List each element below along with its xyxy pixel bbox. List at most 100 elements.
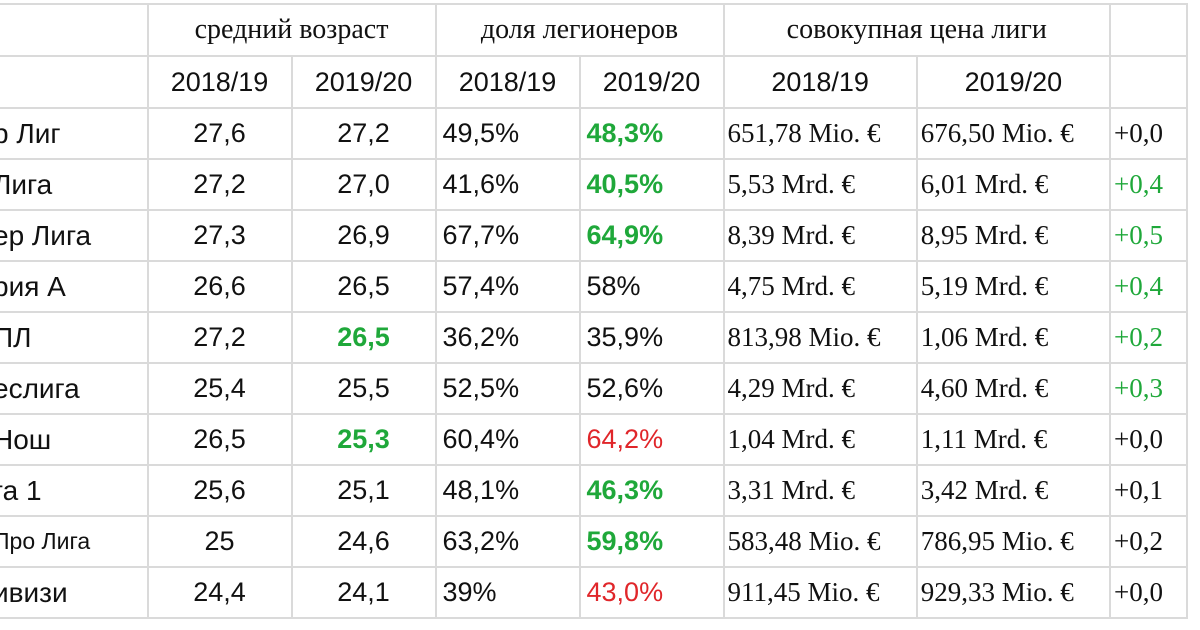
table-row: Про Лига 25 24,6 63,2% 59,8% 583,48 Mio.…	[0, 515, 1188, 568]
header-blank-cell[interactable]	[0, 3, 149, 57]
age-2018-cell[interactable]: 27,2	[146, 158, 293, 211]
value-2018-cell[interactable]: 5,53 Mrd. €	[722, 158, 918, 211]
age-2018-cell[interactable]: 26,6	[146, 260, 293, 313]
age-2018-cell[interactable]: 25,4	[146, 362, 293, 415]
legion-2019-cell[interactable]: 64,2%	[578, 413, 725, 466]
value-change-cell[interactable]: +0,0	[1109, 566, 1188, 619]
age-2018-cell[interactable]: 27,3	[146, 209, 293, 262]
value-2019-cell[interactable]: 6,01 Mrd. €	[915, 158, 1112, 211]
value-2018-cell[interactable]: 1,04 Mrd. €	[722, 413, 918, 466]
legion-2018-cell[interactable]: 63,2%	[434, 515, 581, 568]
age-2018-cell[interactable]: 26,5	[146, 413, 293, 466]
value-2018-cell[interactable]: 3,31 Mrd. €	[722, 464, 918, 517]
age-2018-cell[interactable]: 27,2	[146, 311, 293, 364]
league-name-cell[interactable]: рия А	[0, 260, 149, 313]
value-2018-cell[interactable]: 651,78 Mio. €	[722, 107, 918, 160]
legion-2018-cell[interactable]: 52,5%	[434, 362, 581, 415]
header-legionnaires-share[interactable]: доля легионеров	[434, 3, 725, 57]
legion-2018-cell[interactable]: 67,7%	[434, 209, 581, 262]
legion-2018-cell[interactable]: 41,6%	[434, 158, 581, 211]
value-2018-cell[interactable]: 4,29 Mrd. €	[722, 362, 918, 415]
value-2019-cell[interactable]: 929,33 Mio. €	[915, 566, 1112, 619]
age-2019-cell[interactable]: 25,3	[290, 413, 437, 466]
table-row: р Лиг 27,6 27,2 49,5% 48,3% 651,78 Mio. …	[0, 107, 1188, 160]
age-2018-cell[interactable]: 25,6	[146, 464, 293, 517]
header-average-age[interactable]: средний возраст	[146, 3, 437, 57]
value-2019-cell[interactable]: 786,95 Mio. €	[915, 515, 1112, 568]
legion-2019-cell[interactable]: 35,9%	[578, 311, 725, 364]
league-name-cell[interactable]: Лига	[0, 158, 149, 211]
legion-2019-cell[interactable]: 46,3%	[578, 464, 725, 517]
legion-2019-cell[interactable]: 48,3%	[578, 107, 725, 160]
header-league-value[interactable]: совокупная цена лиги	[722, 3, 1112, 57]
value-change-cell[interactable]: +0,1	[1109, 464, 1188, 517]
legion-2018-cell[interactable]: 39%	[434, 566, 581, 619]
value-2019-cell[interactable]: 4,60 Mrd. €	[915, 362, 1112, 415]
value-change-cell[interactable]: +0,0	[1109, 413, 1188, 466]
age-2018-cell[interactable]: 24,4	[146, 566, 293, 619]
value-change-cell[interactable]: +0,2	[1109, 515, 1188, 568]
header-blank-cell[interactable]	[0, 55, 149, 109]
age-2019-cell[interactable]: 27,0	[290, 158, 437, 211]
league-name-cell[interactable]: р Лиг	[0, 107, 149, 160]
value-change-cell[interactable]: +0,3	[1109, 362, 1188, 415]
legion-2018-cell[interactable]: 49,5%	[434, 107, 581, 160]
value-2019-cell[interactable]: 3,42 Mrd. €	[915, 464, 1112, 517]
league-name-cell[interactable]: ПЛ	[0, 311, 149, 364]
league-name-cell[interactable]: ер Лига	[0, 209, 149, 262]
table-row: ер Лига 27,3 26,9 67,7% 64,9% 8,39 Mrd. …	[0, 209, 1188, 262]
age-2019-cell[interactable]: 24,6	[290, 515, 437, 568]
year-cell[interactable]: 2018/19	[434, 55, 581, 109]
value-2018-cell[interactable]: 583,48 Mio. €	[722, 515, 918, 568]
value-change-cell[interactable]: +0,5	[1109, 209, 1188, 262]
value-2019-cell[interactable]: 1,06 Mrd. €	[915, 311, 1112, 364]
age-2019-cell[interactable]: 26,5	[290, 311, 437, 364]
value-2019-cell[interactable]: 676,50 Mio. €	[915, 107, 1112, 160]
age-2018-cell[interactable]: 27,6	[146, 107, 293, 160]
value-2019-cell[interactable]: 1,11 Mrd. €	[915, 413, 1112, 466]
header-blank-cell[interactable]	[1109, 55, 1188, 109]
age-2019-cell[interactable]: 25,1	[290, 464, 437, 517]
age-2019-cell[interactable]: 25,5	[290, 362, 437, 415]
league-name-cell[interactable]: Про Лига	[0, 515, 149, 568]
value-change-cell[interactable]: +0,2	[1109, 311, 1188, 364]
legion-2018-cell[interactable]: 48,1%	[434, 464, 581, 517]
legion-2019-cell[interactable]: 40,5%	[578, 158, 725, 211]
table-row: Лига 27,2 27,0 41,6% 40,5% 5,53 Mrd. € 6…	[0, 158, 1188, 211]
legion-2019-cell[interactable]: 64,9%	[578, 209, 725, 262]
value-change-cell[interactable]: +0,4	[1109, 158, 1188, 211]
age-2018-cell[interactable]: 25	[146, 515, 293, 568]
league-name-cell[interactable]: ивизи	[0, 566, 149, 619]
legion-2019-cell[interactable]: 52,6%	[578, 362, 725, 415]
value-change-cell[interactable]: +0,4	[1109, 260, 1188, 313]
legion-2018-cell[interactable]: 60,4%	[434, 413, 581, 466]
value-2018-cell[interactable]: 8,39 Mrd. €	[722, 209, 918, 262]
legion-2019-cell[interactable]: 43,0%	[578, 566, 725, 619]
table-row: га 1 25,6 25,1 48,1% 46,3% 3,31 Mrd. € 3…	[0, 464, 1188, 517]
year-cell[interactable]: 2019/20	[290, 55, 437, 109]
legion-2018-cell[interactable]: 57,4%	[434, 260, 581, 313]
year-cell[interactable]: 2019/20	[915, 55, 1112, 109]
league-name-cell[interactable]: га 1	[0, 464, 149, 517]
value-2018-cell[interactable]: 911,45 Mio. €	[722, 566, 918, 619]
value-2018-cell[interactable]: 4,75 Mrd. €	[722, 260, 918, 313]
age-2019-cell[interactable]: 27,2	[290, 107, 437, 160]
value-2019-cell[interactable]: 5,19 Mrd. €	[915, 260, 1112, 313]
legion-2018-cell[interactable]: 36,2%	[434, 311, 581, 364]
league-name-cell[interactable]: Нош	[0, 413, 149, 466]
age-2019-cell[interactable]: 26,5	[290, 260, 437, 313]
league-name-cell[interactable]: еслига	[0, 362, 149, 415]
value-change-cell[interactable]: +0,0	[1109, 107, 1188, 160]
table-row: Нош 26,5 25,3 60,4% 64,2% 1,04 Mrd. € 1,…	[0, 413, 1188, 466]
year-cell[interactable]: 2019/20	[578, 55, 725, 109]
legion-2019-cell[interactable]: 58%	[578, 260, 725, 313]
age-2019-cell[interactable]: 24,1	[290, 566, 437, 619]
value-2018-cell[interactable]: 813,98 Mio. €	[722, 311, 918, 364]
value-2019-cell[interactable]: 8,95 Mrd. €	[915, 209, 1112, 262]
header-blank-cell[interactable]	[1109, 3, 1188, 57]
legion-2019-cell[interactable]: 59,8%	[578, 515, 725, 568]
table-row: еслига 25,4 25,5 52,5% 52,6% 4,29 Mrd. €…	[0, 362, 1188, 415]
year-cell[interactable]: 2018/19	[722, 55, 918, 109]
age-2019-cell[interactable]: 26,9	[290, 209, 437, 262]
year-cell[interactable]: 2018/19	[146, 55, 293, 109]
